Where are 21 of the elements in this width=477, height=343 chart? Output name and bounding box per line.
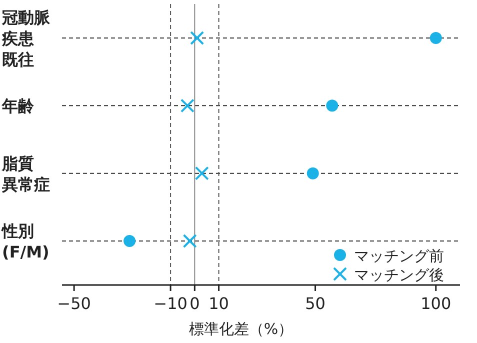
- legend-label: マッチング後: [354, 266, 444, 284]
- y-tick-label: 脂質異常症: [1, 154, 50, 194]
- legend-label: マッチング前: [354, 247, 444, 265]
- x-tick-label: 0: [190, 294, 200, 313]
- point: [430, 32, 442, 44]
- point: [194, 166, 209, 180]
- point: [326, 100, 338, 112]
- x-tick-label: 100: [420, 294, 452, 313]
- x-axis-title: 標準化差（%）: [188, 320, 294, 338]
- y-tick-label: 年齢: [1, 96, 35, 116]
- point: [124, 235, 136, 247]
- point: [190, 31, 204, 45]
- y-tick-label: 性別(F/M): [1, 222, 50, 262]
- x-tick-label: −50: [57, 294, 91, 313]
- x-tick-label: 10: [208, 294, 229, 313]
- point: [306, 167, 319, 180]
- x-tick-label: 50: [305, 294, 326, 313]
- x-tick-label: −10: [154, 294, 188, 313]
- y-tick-label: 冠動脈疾患既往: [1, 8, 51, 69]
- point: [182, 234, 197, 248]
- point: [180, 98, 194, 113]
